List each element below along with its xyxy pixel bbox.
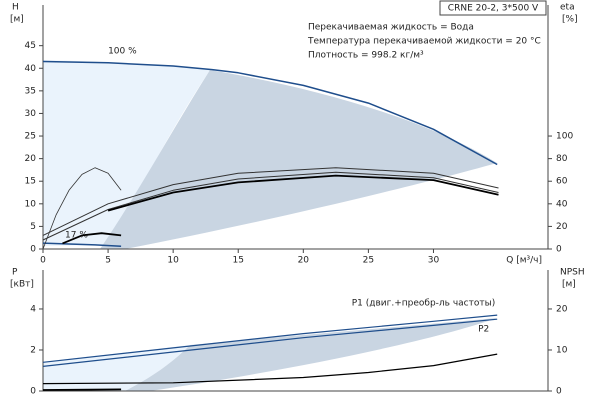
y2-tick-label: 100 (556, 132, 573, 142)
y2-axis-label: eta (560, 3, 575, 13)
y2-tick-label: 60 (556, 177, 568, 187)
y-tick-label: 2 (30, 345, 36, 355)
y-axis-label: P (12, 268, 18, 278)
y2-tick-label: 80 (556, 154, 568, 164)
light-region (43, 60, 210, 246)
y2-tick-label: 20 (556, 304, 568, 314)
y-tick-label: 0 (30, 387, 36, 397)
y-tick-label: 20 (25, 154, 37, 164)
series-label: 17 % (65, 231, 88, 241)
y2-tick-label: 0 (556, 387, 562, 397)
series-line (62, 232, 122, 245)
series-line (42, 314, 498, 363)
y2-axis-unit: [м] (562, 280, 576, 290)
series-label: P2 (478, 325, 489, 335)
gray-region (100, 70, 497, 249)
series-line (42, 388, 122, 391)
x-tick-label: 10 (167, 256, 179, 266)
y-tick-label: 0 (30, 245, 36, 255)
y-tick-label: 40 (25, 64, 37, 74)
y2-axis-label: NPSH (560, 268, 585, 278)
y2-tick-label: 0 (556, 245, 562, 255)
series-line (42, 167, 499, 236)
series-line (42, 171, 499, 241)
y-axis-label: H (12, 3, 19, 13)
y-tick-label: 5 (30, 222, 36, 232)
y-axis-unit: [кВт] (10, 280, 34, 290)
y-axis-unit: [м] (10, 15, 24, 25)
y-tick-label: 4 (30, 304, 36, 314)
series-label: P1 (двиг.+преобр-ль частоты) (352, 299, 496, 309)
chart-title: CRNE 20-2, 3*500 V (448, 4, 539, 14)
series-label: 100 % (108, 46, 137, 56)
x-tick-label: 25 (363, 256, 374, 266)
y2-tick-label: 40 (556, 199, 568, 209)
y-tick-label: 15 (25, 177, 36, 187)
y-tick-label: 45 (25, 41, 36, 51)
x-tick-label: 15 (233, 256, 244, 266)
series-line (42, 167, 122, 250)
series-line (107, 174, 499, 212)
annotation: Перекачиваемая жидкость = Вода (308, 23, 474, 33)
series-line (42, 242, 122, 248)
y2-axis-unit: [%] (562, 15, 578, 25)
y-tick-label: 10 (25, 199, 37, 209)
y-tick-label: 35 (25, 86, 36, 96)
x-tick-label: 30 (428, 256, 440, 266)
title-box (439, 0, 547, 16)
annotation: Температура перекачиваемой жидкости = 20… (307, 37, 541, 47)
series-line (42, 60, 498, 166)
y2-tick-label: 10 (556, 345, 568, 355)
y-tick-label: 30 (25, 109, 37, 119)
x-tick-label: 5 (105, 256, 111, 266)
x-tick-label: 20 (298, 256, 310, 266)
gray-region (125, 318, 497, 391)
y-tick-label: 25 (25, 132, 36, 142)
series-line (42, 353, 498, 385)
annotation: Плотность = 998.2 кг/м³ (308, 51, 424, 61)
light-region (43, 345, 190, 391)
y2-tick-label: 20 (556, 222, 568, 232)
x-axis-label: Q [м³/ч] (506, 256, 542, 266)
series-line (42, 318, 498, 367)
x-tick-label: 0 (40, 256, 46, 266)
